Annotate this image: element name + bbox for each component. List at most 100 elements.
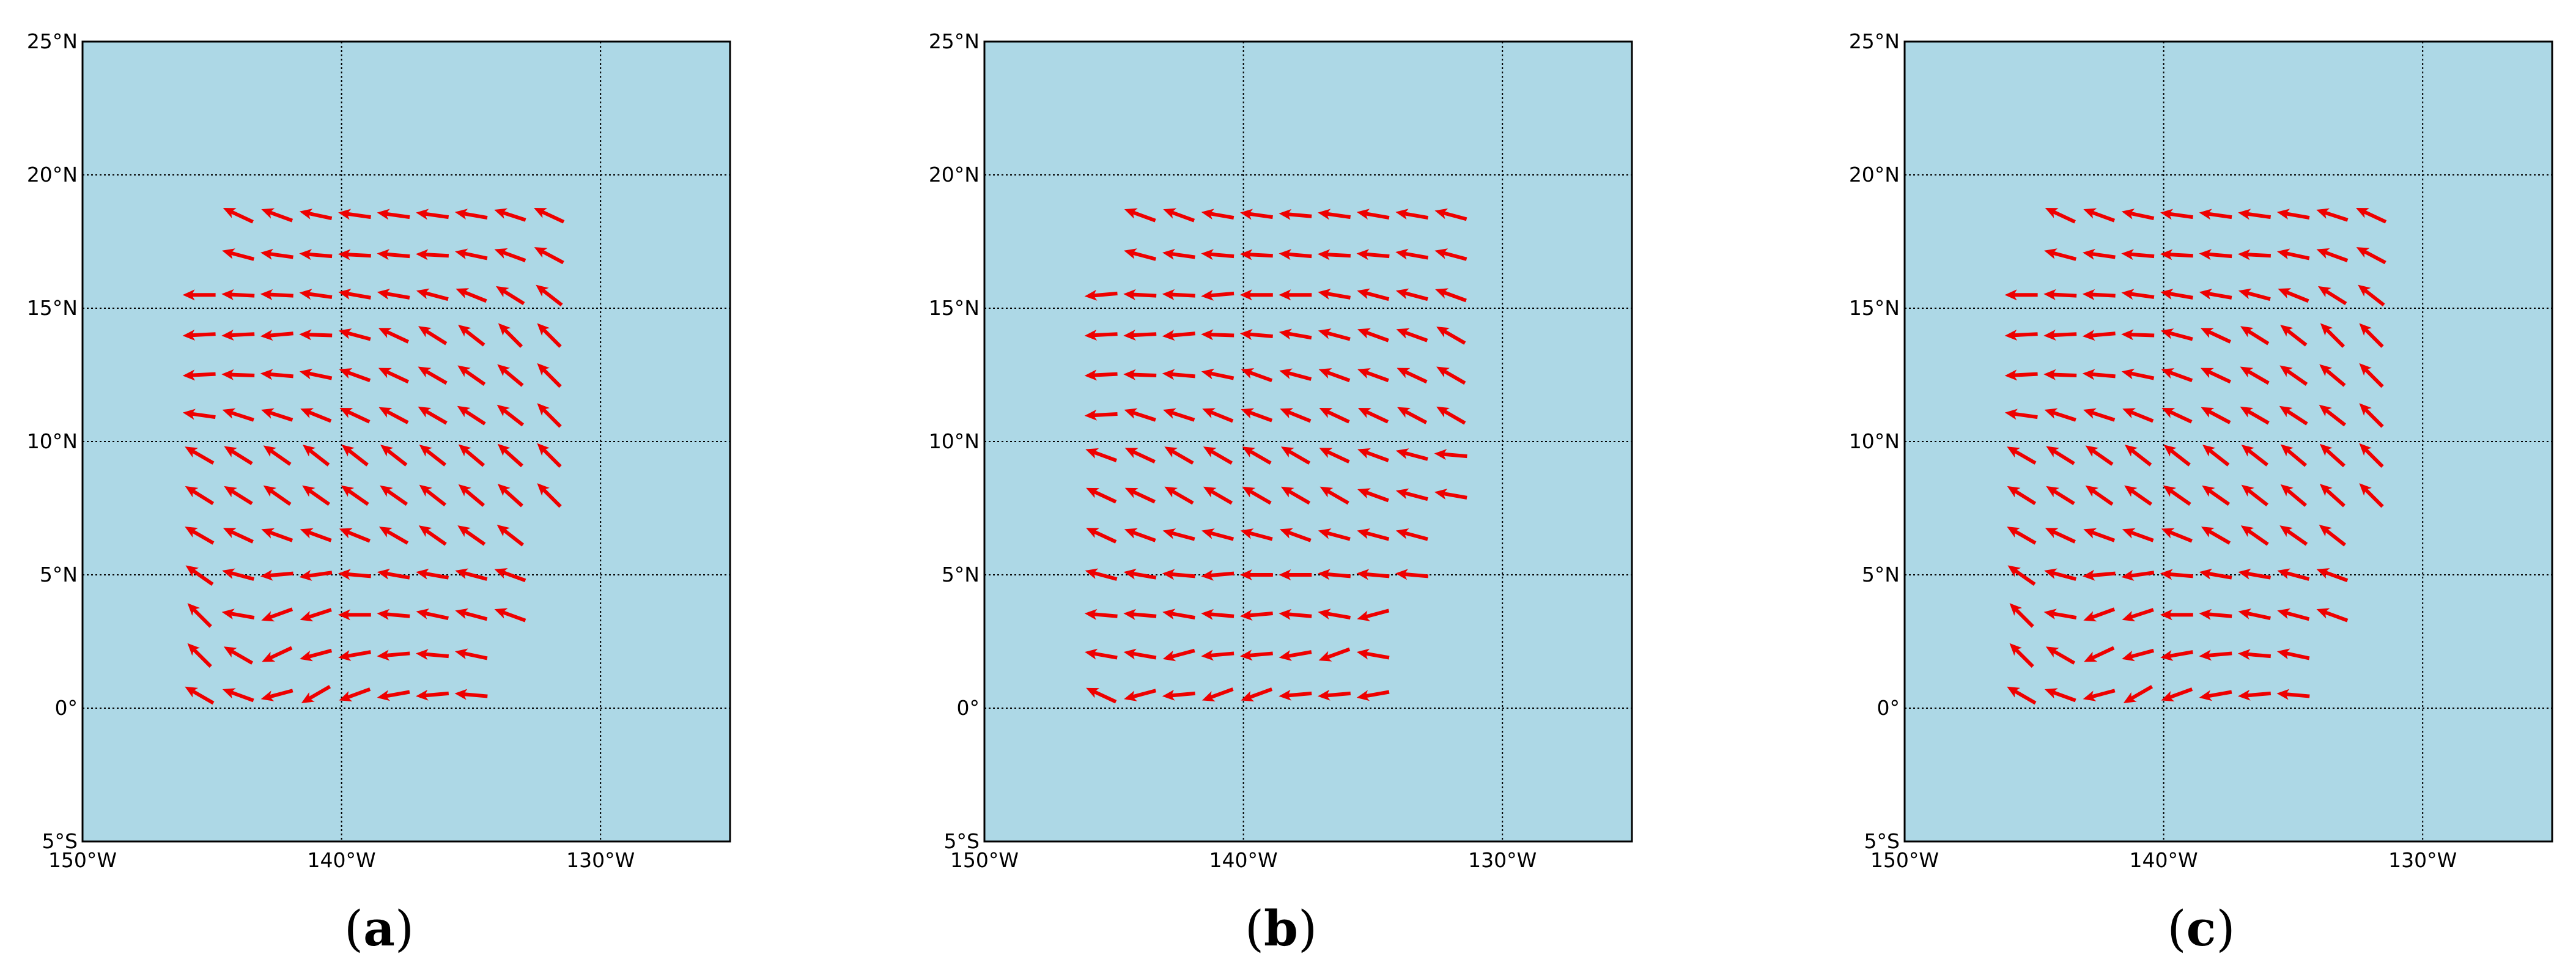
wind-vector <box>537 403 562 428</box>
wind-vector <box>2238 209 2272 220</box>
wind-vector <box>1239 649 1273 661</box>
wind-vector <box>2277 608 2310 621</box>
wind-vector <box>534 247 564 265</box>
wind-vector <box>260 369 293 380</box>
wind-vector <box>2004 289 2038 301</box>
wind-vector <box>2199 209 2232 220</box>
wind-vector <box>1162 608 1195 620</box>
wind-vector <box>185 686 215 705</box>
wind-vector <box>261 607 293 622</box>
wind-vector <box>1318 689 1351 701</box>
map-background <box>1905 42 2552 841</box>
y-tick-label: 25°N <box>1849 29 1900 53</box>
y-tick-label: 10°N <box>27 429 78 453</box>
wind-vector <box>2009 643 2034 668</box>
wind-vector <box>1279 289 1312 301</box>
wind-vector <box>1357 488 1389 503</box>
wind-vector <box>377 289 410 300</box>
wind-vector <box>1318 289 1351 300</box>
wind-vector <box>2316 208 2349 222</box>
wind-vector <box>2122 408 2154 423</box>
wind-vector <box>260 689 293 701</box>
y-tick-label: 5°S <box>944 829 980 853</box>
wind-vector <box>377 690 410 701</box>
wind-vector <box>1279 368 1312 381</box>
wind-vector <box>2279 525 2308 546</box>
wind-vector <box>2160 209 2193 220</box>
wind-vector <box>456 288 487 303</box>
wind-vector <box>1239 289 1273 301</box>
wind-vector <box>454 209 488 220</box>
wind-vector <box>222 248 255 261</box>
wind-vector <box>261 208 293 223</box>
wind-vector <box>2160 289 2193 300</box>
map-background <box>83 42 730 841</box>
panel-label: (b) <box>1245 900 1317 957</box>
wind-vector <box>338 650 371 661</box>
wind-vector <box>1124 248 1157 261</box>
wind-vector <box>497 364 524 387</box>
wind-vector <box>182 369 216 381</box>
wind-vector <box>1086 687 1117 704</box>
panel-b: 5°S 0° 5°N 10°N 15°N 20°N 25°N 150°W 140°W 130°W… <box>929 29 1633 957</box>
panel-a: 5°S 0° 5°N 10°N 15°N 20°N 25°N 150°W 140°W 130°W… <box>27 29 731 957</box>
wind-vector <box>260 289 293 300</box>
wind-vector <box>1357 328 1389 342</box>
panel-c: 5°S 0° 5°N 10°N 15°N 20°N 25°N 150°W 140°W 130°W… <box>1849 29 2553 957</box>
wind-vector <box>338 209 371 220</box>
x-tick-label: 140°W <box>308 848 376 872</box>
wind-vector <box>2082 569 2116 581</box>
grid-lines <box>83 42 730 841</box>
wind-vector <box>2160 249 2193 261</box>
wind-vector <box>339 528 371 543</box>
wind-vector <box>1201 368 1234 380</box>
x-tick-label: 150°W <box>950 848 1019 872</box>
wind-vector <box>2199 608 2232 620</box>
wind-vector <box>2278 288 2309 303</box>
wind-vector <box>302 445 330 467</box>
wind-vector <box>2004 329 2038 341</box>
wind-vector <box>1357 368 1389 383</box>
wind-vector <box>1279 650 1312 661</box>
wind-vector <box>1280 446 1311 465</box>
wind-vector <box>1123 329 1157 341</box>
wind-vector <box>2316 248 2349 262</box>
wind-vector <box>2200 328 2232 344</box>
wind-vectors <box>182 207 565 705</box>
x-tick-label: 130°W <box>566 848 635 872</box>
wind-vector <box>454 648 488 660</box>
wind-vector <box>2161 528 2193 543</box>
wind-vector <box>416 568 449 580</box>
wind-vector <box>1124 689 1157 701</box>
wind-vector <box>1356 648 1390 660</box>
wind-vector <box>2356 207 2387 224</box>
wind-vector <box>2046 486 2075 506</box>
wind-vector <box>185 446 215 465</box>
wind-vector <box>1395 248 1429 260</box>
wind-vector <box>1318 368 1351 383</box>
y-tick-label: 20°N <box>27 163 78 187</box>
wind-vector <box>1397 407 1428 424</box>
wind-vector <box>1163 408 1195 422</box>
map-frame <box>81 40 731 843</box>
wind-vector <box>2007 486 2037 506</box>
wind-vector <box>2046 446 2075 465</box>
wind-vector <box>2121 368 2155 380</box>
wind-vector <box>1201 249 1234 261</box>
wind-vector <box>338 289 371 300</box>
wind-vector <box>454 689 488 700</box>
wind-vector <box>2004 409 2038 420</box>
grid-lines <box>1905 42 2552 841</box>
wind-vector <box>1240 209 1273 220</box>
wind-vector <box>1279 249 1312 261</box>
wind-vector <box>2199 690 2232 701</box>
wind-vector <box>1162 248 1195 260</box>
wind-vector <box>498 323 523 348</box>
wind-vector <box>377 568 410 580</box>
wind-vector <box>377 209 410 220</box>
wind-vector <box>1084 329 1118 341</box>
x-tick-label: 150°W <box>48 848 117 872</box>
wind-vector <box>2083 408 2116 422</box>
wind-vector <box>416 689 449 701</box>
wind-vector <box>378 328 410 344</box>
